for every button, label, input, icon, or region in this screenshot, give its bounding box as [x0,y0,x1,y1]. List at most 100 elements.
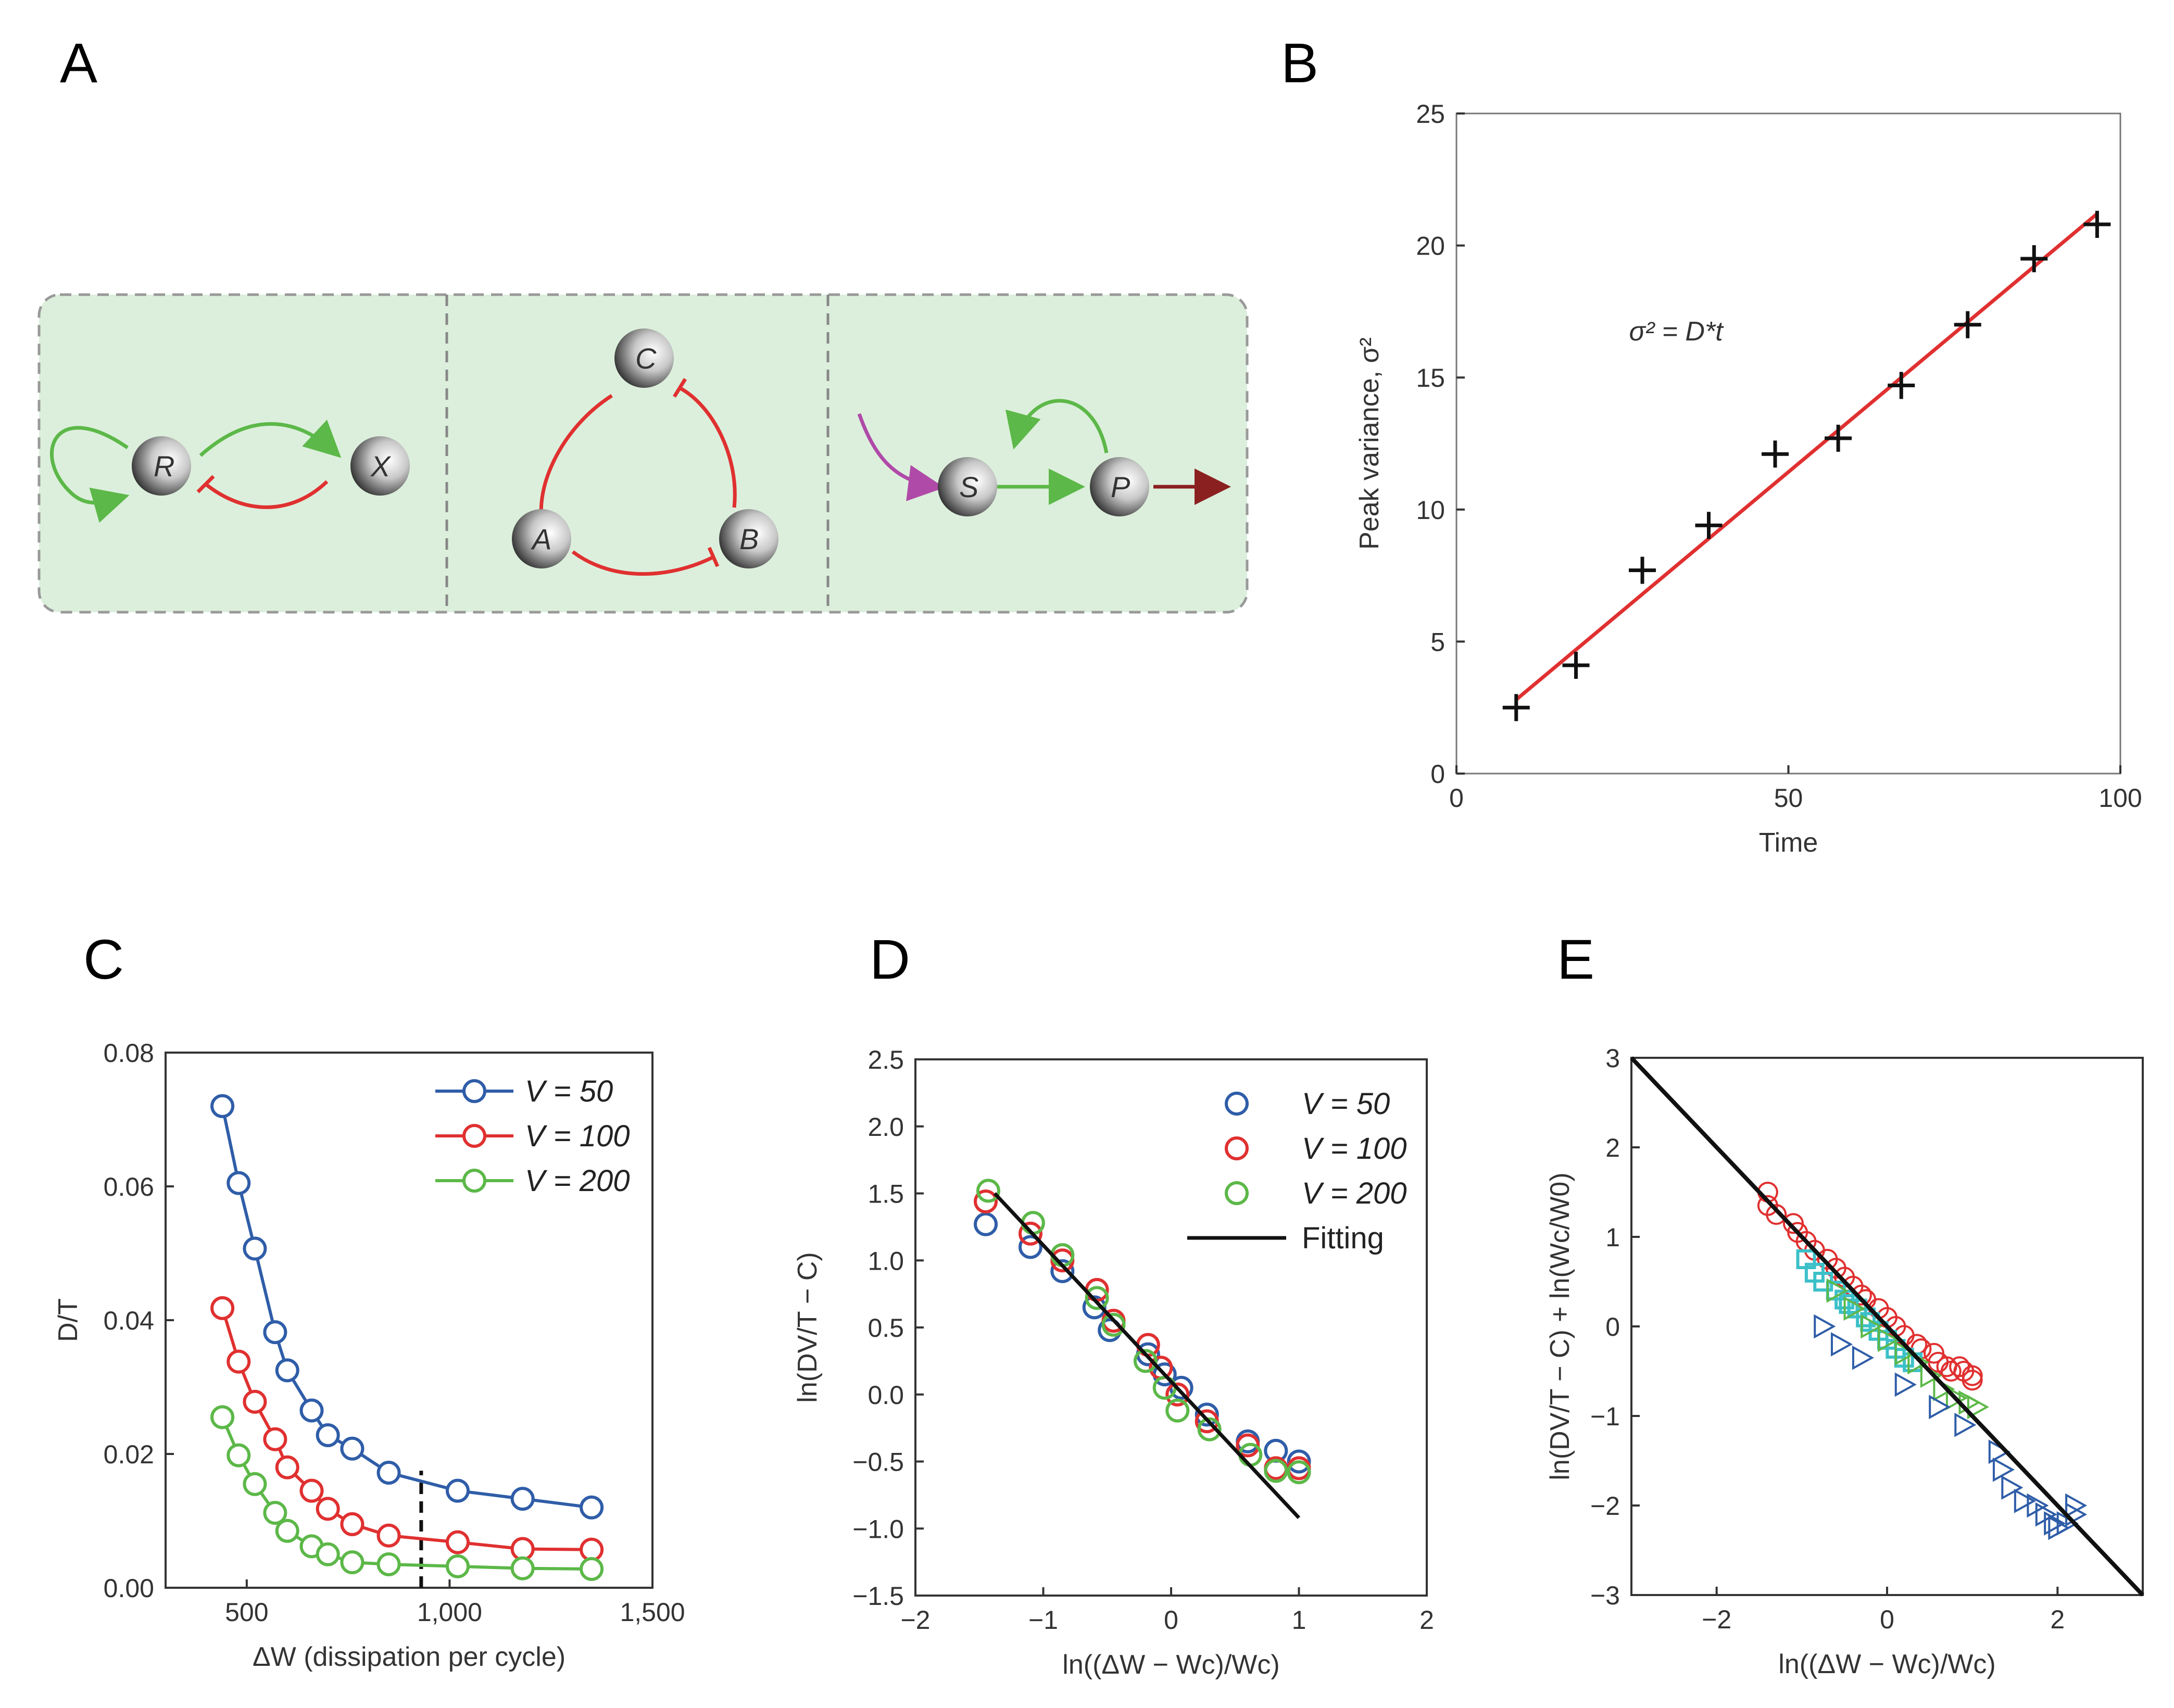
fit-line [993,1192,1301,1520]
data-point [974,1189,998,1213]
data-point [1502,694,1530,722]
data-point [1629,556,1656,584]
data-point [263,1320,287,1345]
panel-a-network: R X C A B S P [37,293,1249,614]
y-tick-label: 5 [1430,627,1445,656]
data-point [1825,424,1852,452]
data-point [1878,1327,1900,1352]
y-tick-label: 0.02 [104,1440,154,1469]
data-point [1894,1372,1917,1397]
node-s: S [938,457,997,516]
data-point [1766,1204,1787,1225]
data-point [1830,1332,1853,1357]
data-point [263,1501,287,1525]
legend-marker [462,1169,486,1193]
data-point [1762,440,1789,468]
data-point [340,1550,365,1575]
y-tick-label: 0.06 [104,1172,154,1201]
chart-b: 0 50 100 0 5 10 15 20 25 Time Peak variance, σ² σ² … [1354,99,2142,858]
data-point [376,1552,401,1577]
svg-text:X: X [370,450,392,483]
edge-r-to-x [199,420,342,458]
x-axis-label: ΔW (dissipation per cycle) [253,1642,566,1672]
data-point [243,1472,267,1496]
node-c: C [614,328,674,388]
data-point [316,1423,340,1448]
y-tick-label: 0 [1430,760,1445,789]
data-point [1562,652,1590,679]
data-point [1082,1295,1107,1320]
data-point [227,1171,251,1195]
legend-label: V = 100 [525,1119,630,1153]
data-point [2083,211,2111,238]
y-tick-label: 3 [1605,1044,1620,1073]
data-point [2020,245,2048,272]
x-tick-label: 1,000 [417,1598,482,1627]
chart-e: −2 0 2 −3 −2 −1 0 1 2 3 ln((ΔW − Wc)/Wc) ln(DV/T − … [1545,1044,2144,1679]
legend-label: Fitting [1302,1221,1384,1255]
legend-marker [462,1124,486,1148]
edge-input-to-s [857,413,945,501]
data-point [1826,1278,1849,1303]
y-tick-label: 10 [1416,496,1445,525]
svg-text:R: R [154,450,174,483]
data-point [1992,1457,2015,1482]
data-point [1165,1398,1190,1423]
y-tick-label: 2 [1605,1133,1620,1162]
data-point [1861,1314,1883,1339]
x-tick-label: −2 [1702,1605,1731,1634]
x-tick-label: 2 [1419,1605,1434,1635]
legend-marker [1225,1181,1249,1205]
x-tick-label: 2 [2050,1605,2065,1634]
edge-r-self [49,426,130,523]
data-point [1165,1382,1190,1407]
data-point [580,1557,604,1582]
data-point [1945,1386,1968,1410]
legend-marker [462,1079,486,1103]
x-tick-label: 1,500 [620,1598,685,1627]
data-point [299,1398,324,1423]
data-point [1236,1433,1260,1458]
data-point [243,1236,267,1261]
data-point [316,1497,340,1521]
edge-p-self-to-s [1006,399,1109,453]
plot-frame [1455,112,2121,775]
legend-marker [1225,1136,1249,1160]
x-axis-label: ln((ΔW − Wc)/Wc) [1778,1649,1995,1679]
data-point [340,1512,365,1536]
data-point [446,1554,470,1578]
data-point [1197,1417,1222,1441]
data-point [1695,512,1723,539]
data-point [1287,1449,1311,1474]
x-axis-label: Time [1759,828,1818,858]
y-tick-label: −1.5 [852,1582,904,1611]
fit-line [1630,1056,2144,1597]
data-point [1843,1296,1866,1321]
y-tick-label: −2 [1590,1491,1620,1521]
data-point [376,1523,401,1548]
legend-label: V = 200 [525,1164,630,1198]
data-point [275,1455,299,1479]
data-point [340,1436,365,1461]
y-tick-label: 2.5 [868,1045,904,1074]
data-point [1954,311,1981,338]
x-tick-label: 500 [225,1598,268,1627]
node-b: B [719,509,778,568]
x-tick-label: 0 [1449,783,1464,813]
data-point [1050,1259,1075,1283]
data-point [1954,1412,1977,1437]
y-tick-label: 0.00 [104,1574,154,1603]
x-tick-label: −2 [900,1605,930,1635]
data-point [210,1405,235,1429]
data-point [1967,1395,1989,1420]
node-r: R [132,436,191,496]
y-axis-label: ln(DV/T − C) + ln(Wc/W0) [1545,1172,1575,1480]
chart-d: −2 −1 0 1 2 −1.5 −1.0 −0.5 0.0 0.5 1.0 1.5 2.0 2.5 ln(… [793,1045,1434,1680]
data-point [275,1358,299,1383]
data-point [446,1530,470,1554]
data-point [1085,1286,1109,1310]
data-point [446,1478,470,1503]
node-a: A [512,509,571,568]
legend-label: V = 200 [1302,1176,1407,1210]
edge-a-inhibits-b [571,550,714,576]
